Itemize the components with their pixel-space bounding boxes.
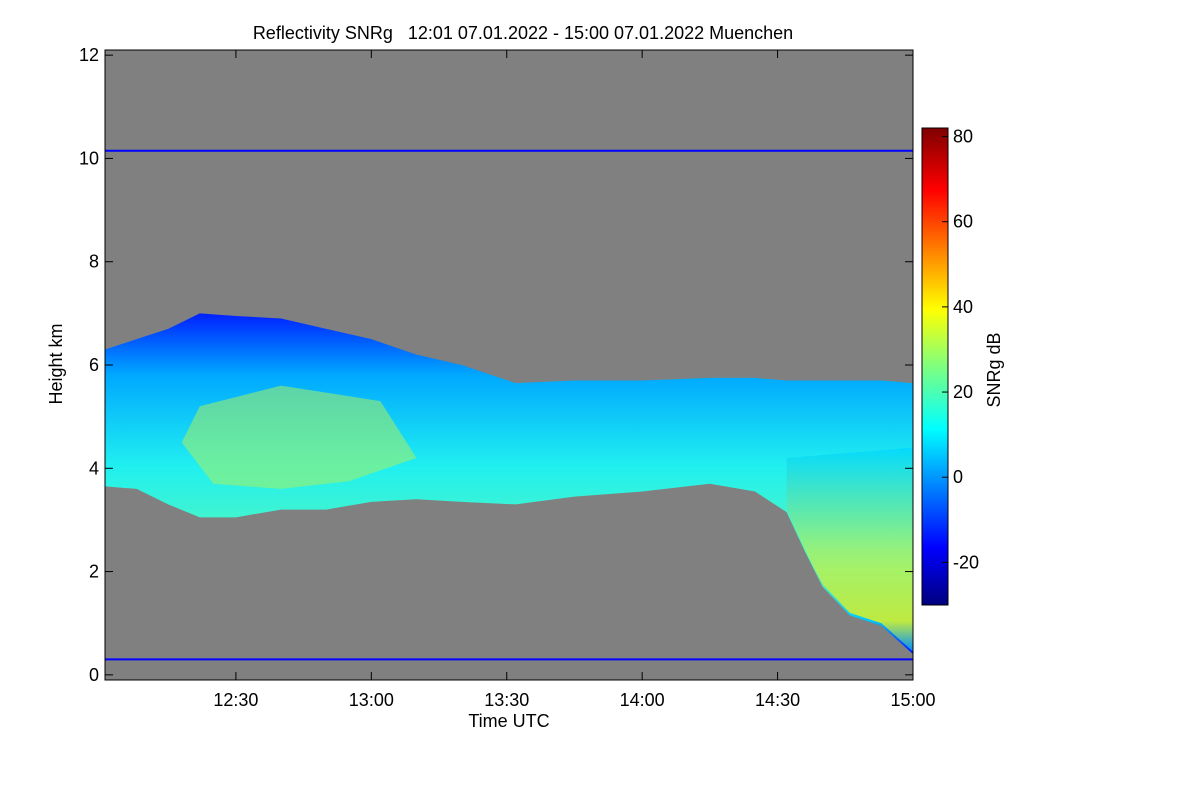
colorbar-label: SNRg dB bbox=[984, 332, 1004, 407]
plot-area: 12:30 13:00 13:30 14:00 14:30 15:00 0 2 4 6 8 10 12 bbox=[79, 45, 936, 710]
chart-title: Reflectivity SNRg 12:01 07.01.2022 - 15:… bbox=[253, 23, 793, 43]
colorbar-tick-label: 80 bbox=[953, 127, 973, 147]
colorbar-tick-label: 20 bbox=[953, 382, 973, 402]
x-tick-label: 14:00 bbox=[620, 690, 665, 710]
precipitation-region bbox=[786, 447, 913, 652]
y-tick-label: 6 bbox=[89, 355, 99, 375]
colorbar-tick-label: -20 bbox=[953, 552, 979, 572]
colorbar: -20 0 20 40 60 80 SNRg dB bbox=[921, 127, 1004, 606]
y-axis-label: Height km bbox=[46, 323, 66, 404]
y-tick-label: 0 bbox=[89, 665, 99, 685]
colorbar-gradient bbox=[921, 127, 949, 606]
y-tick-label: 12 bbox=[79, 45, 99, 65]
x-axis-label: Time UTC bbox=[468, 711, 549, 731]
x-tick-label: 13:00 bbox=[349, 690, 394, 710]
y-tick-label: 4 bbox=[89, 458, 99, 478]
x-tick-label: 15:00 bbox=[890, 690, 935, 710]
x-tick-label: 12:30 bbox=[213, 690, 258, 710]
y-tick-label: 2 bbox=[89, 562, 99, 582]
colorbar-tick-label: 60 bbox=[953, 212, 973, 232]
y-tick-label: 8 bbox=[89, 252, 99, 272]
x-tick-label: 13:30 bbox=[484, 690, 529, 710]
colorbar-tick-label: 40 bbox=[953, 297, 973, 317]
colorbar-tick-label: 0 bbox=[953, 467, 963, 487]
reflectivity-core bbox=[181, 385, 417, 489]
y-tick-label: 10 bbox=[79, 148, 99, 168]
x-tick-label: 14:30 bbox=[755, 690, 800, 710]
